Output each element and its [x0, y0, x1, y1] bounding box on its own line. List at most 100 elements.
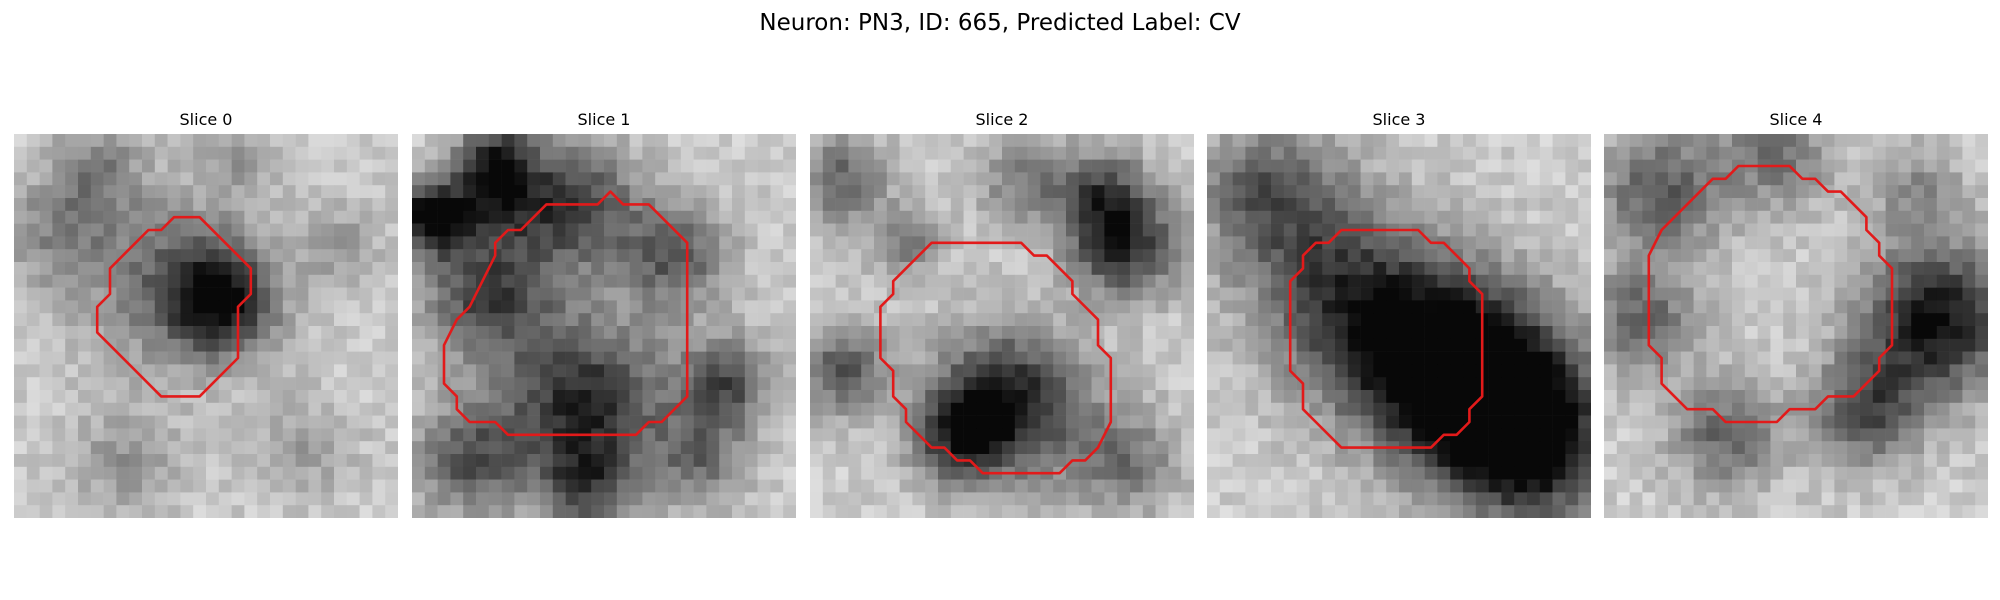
pixel [1527, 159, 1541, 173]
pixel [629, 223, 643, 237]
pixel [1527, 287, 1541, 301]
pixel [642, 466, 656, 480]
pixel [1373, 492, 1387, 506]
pixel [385, 185, 398, 199]
pixel [308, 479, 322, 493]
pixel [1373, 479, 1387, 493]
pixel [1872, 454, 1886, 468]
pixel [372, 326, 386, 340]
pixel [1706, 262, 1720, 276]
pixel [1488, 313, 1502, 327]
pixel [1040, 390, 1054, 404]
pixel [26, 274, 40, 288]
pixel [1335, 428, 1349, 442]
pixel [244, 402, 258, 416]
pixel [1539, 441, 1553, 455]
pixel [321, 492, 335, 506]
pixel [39, 441, 53, 455]
pixel [1808, 262, 1822, 276]
pixel [693, 172, 707, 186]
pixel [989, 377, 1003, 391]
pixel [1885, 402, 1899, 416]
pixel [129, 441, 143, 455]
pixel [65, 351, 79, 365]
pixel [206, 210, 220, 224]
pixel [1898, 210, 1912, 224]
pixel [810, 172, 824, 186]
pixel [412, 210, 426, 224]
pixel [680, 223, 694, 237]
pixel [732, 172, 746, 186]
pixel [604, 364, 618, 378]
pixel [1142, 300, 1156, 314]
pixel [14, 454, 28, 468]
pixel [1078, 134, 1092, 148]
pixel [1757, 364, 1771, 378]
pixel [668, 364, 682, 378]
pixel [1527, 428, 1541, 442]
pixel [822, 313, 836, 327]
pixel [1066, 198, 1080, 212]
pixel [1168, 466, 1182, 480]
pixel [886, 441, 900, 455]
pixel [412, 287, 426, 301]
pixel [1386, 198, 1400, 212]
pixel [385, 390, 398, 404]
pixel [706, 402, 720, 416]
pixel [1245, 479, 1259, 493]
pixel [1232, 479, 1246, 493]
pixel [1002, 428, 1016, 442]
pixel [231, 466, 245, 480]
pixel [899, 146, 913, 160]
pixel [1732, 185, 1746, 199]
pixel [1655, 185, 1669, 199]
pixel [334, 428, 348, 442]
pixel [1936, 146, 1950, 160]
pixel [1847, 402, 1861, 416]
pixel [244, 454, 258, 468]
pixel [1719, 134, 1733, 148]
pixel [899, 134, 913, 148]
pixel [770, 159, 784, 173]
pixel [1936, 492, 1950, 506]
pixel [39, 428, 53, 442]
pixel [861, 210, 875, 224]
pixel [1155, 377, 1169, 391]
pixel [861, 249, 875, 263]
pixel [1911, 262, 1925, 276]
pixel [1335, 466, 1349, 480]
pixel [1668, 402, 1682, 416]
pixel [218, 146, 232, 160]
pixel [1962, 300, 1976, 314]
pixel [1040, 223, 1054, 237]
pixel [1565, 274, 1579, 288]
pixel [1155, 428, 1169, 442]
pixel [604, 402, 618, 416]
pixel [899, 172, 913, 186]
pixel [1078, 390, 1092, 404]
pixel [861, 479, 875, 493]
pixel [1604, 300, 1618, 314]
pixel [1885, 351, 1899, 365]
pixel [1860, 390, 1874, 404]
pixel [770, 262, 784, 276]
pixel [848, 223, 862, 237]
pixel [616, 479, 630, 493]
pixel [783, 415, 796, 429]
pixel [295, 402, 309, 416]
pixel [629, 185, 643, 199]
pixel [437, 479, 451, 493]
pixel [1604, 326, 1618, 340]
pixel [359, 428, 373, 442]
pixel [1885, 364, 1899, 378]
pixel [732, 146, 746, 160]
pixel [1232, 415, 1246, 429]
pixel [1219, 505, 1233, 518]
pixel [1399, 454, 1413, 468]
pixel [848, 466, 862, 480]
pixel [437, 402, 451, 416]
pixel [616, 172, 630, 186]
pixel [1142, 441, 1156, 455]
pixel [938, 492, 952, 506]
pixel [1514, 428, 1528, 442]
